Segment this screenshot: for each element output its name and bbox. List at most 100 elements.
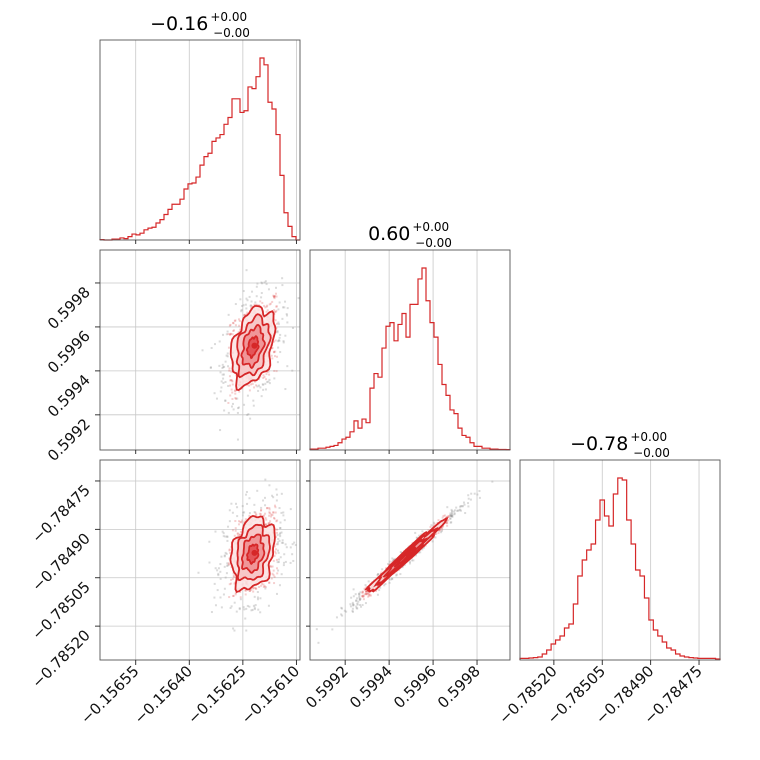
sample-point (434, 536, 437, 539)
sample-point (450, 521, 453, 524)
sample-point (281, 277, 284, 280)
sample-point (238, 324, 241, 327)
sample-point (224, 399, 227, 402)
sample-point (275, 548, 278, 551)
sample-point (275, 305, 278, 308)
sample-point (273, 295, 276, 298)
sample-point (269, 302, 272, 305)
sample-point (390, 561, 393, 564)
sample-point (228, 375, 231, 378)
sample-point (271, 572, 274, 575)
sample-point (365, 585, 368, 588)
sample-point (377, 573, 380, 576)
sample-point (280, 541, 283, 544)
sample-point (242, 606, 245, 609)
sample-point (391, 577, 394, 580)
sample-point (213, 343, 216, 346)
sample-point (223, 554, 226, 557)
sample-point (294, 544, 297, 547)
sample-point (315, 628, 318, 631)
sample-point (252, 586, 255, 589)
sample-point (210, 346, 213, 349)
sample-point (368, 594, 371, 597)
sample-point (238, 607, 241, 610)
sample-point (238, 319, 241, 322)
sample-point (389, 578, 392, 581)
sample-point (277, 323, 280, 326)
sample-point (265, 523, 268, 526)
sample-point (264, 478, 267, 481)
sample-point (224, 576, 227, 579)
sample-point (230, 405, 233, 408)
sample-point (459, 509, 462, 512)
sample-point (274, 506, 277, 509)
sample-point (253, 503, 256, 506)
sample-point (236, 532, 239, 535)
sample-point (279, 532, 282, 535)
sample-point (267, 370, 270, 373)
sample-point (340, 607, 343, 610)
sample-point (253, 595, 256, 598)
sample-point (220, 380, 223, 383)
sample-point (359, 591, 362, 594)
sample-point (278, 533, 281, 536)
sample-point (455, 506, 458, 509)
sample-point (351, 610, 354, 613)
title-param-1: 0.60 +0.00 −0.00 (368, 220, 452, 250)
sample-point (282, 511, 285, 514)
sample-point (227, 313, 230, 316)
sample-point (261, 582, 264, 585)
sample-point (450, 508, 453, 511)
sample-point (362, 595, 365, 598)
sample-point (279, 521, 282, 524)
sample-point (255, 384, 258, 387)
sample-point (208, 540, 211, 543)
sample-point (351, 601, 354, 604)
sample-point (291, 369, 294, 372)
sample-point (270, 565, 273, 568)
sample-point (446, 506, 449, 509)
sample-point (216, 569, 219, 572)
sample-point (235, 502, 238, 505)
sample-point (223, 555, 226, 558)
sample-point (380, 571, 383, 574)
sample-point (438, 530, 441, 533)
sample-point (222, 535, 225, 538)
sample-point (282, 564, 285, 567)
sample-point (361, 594, 364, 597)
sample-point (268, 581, 271, 584)
sample-point (387, 562, 390, 565)
sample-point (273, 516, 276, 519)
sample-point (227, 333, 230, 336)
sample-point (245, 493, 248, 496)
sample-point (271, 494, 274, 497)
sample-point (442, 514, 445, 517)
sample-point (234, 390, 237, 393)
sample-point (412, 559, 415, 562)
sample-point (364, 602, 367, 605)
sample-point (360, 605, 363, 608)
sample-point (254, 380, 257, 383)
sample-point (358, 597, 361, 600)
sample-point (362, 598, 365, 601)
sample-point (276, 561, 279, 564)
sample-point (491, 480, 494, 483)
sample-point (395, 573, 398, 576)
sample-point (248, 384, 251, 387)
sample-point (270, 513, 273, 516)
sample-point (231, 333, 234, 336)
sample-point (250, 300, 253, 303)
sample-point (393, 558, 396, 561)
sample-point (352, 603, 355, 606)
sample-point (228, 509, 231, 512)
sample-point (275, 543, 278, 546)
sample-point (243, 511, 246, 514)
sample-point (275, 327, 278, 330)
sample-point (268, 512, 271, 515)
sample-point (421, 548, 424, 551)
sample-point (441, 516, 444, 519)
sample-point (270, 354, 273, 357)
sample-point (364, 584, 367, 587)
sample-point (275, 322, 278, 325)
sample-point (241, 505, 244, 508)
